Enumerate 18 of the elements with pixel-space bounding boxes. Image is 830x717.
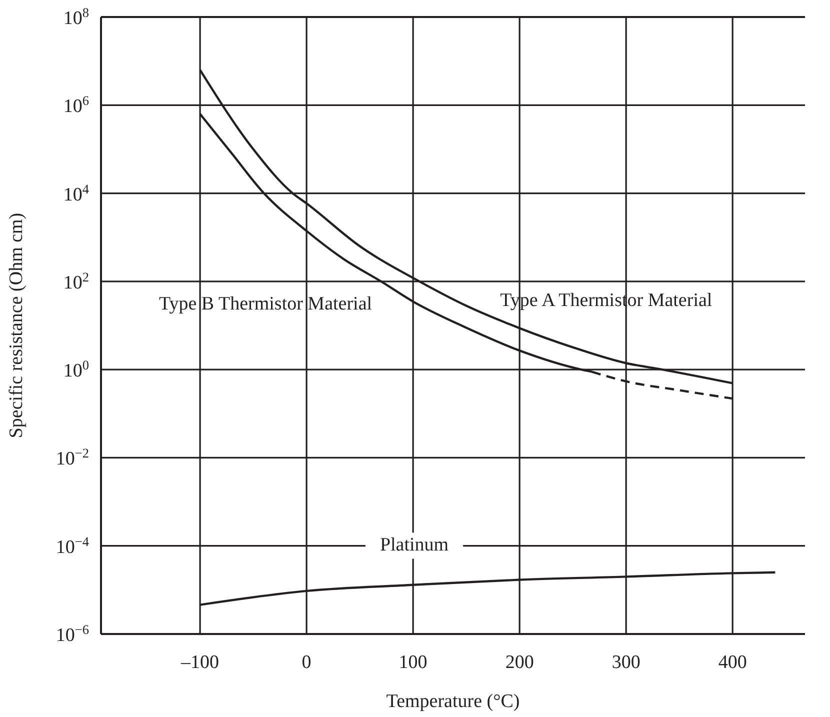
series-label: Platinum	[380, 534, 449, 556]
x-tick-label: 300	[612, 652, 640, 673]
x-tick-label: 200	[505, 652, 534, 673]
y-tick-label: 10$^{0}$	[63, 357, 90, 382]
y-tick-label: 10$^{8}$	[63, 4, 90, 29]
y-tick-label: 10$^{4}$	[63, 180, 90, 206]
x-tick-label: 0	[302, 652, 312, 673]
y-axis-title: Specific resistance (Ohm cm)	[6, 212, 27, 438]
x-tick-label: 100	[398, 652, 428, 673]
series-label: Type B Thermistor Material	[158, 293, 372, 314]
x-axis-title: Temperature (°C)	[386, 691, 520, 712]
x-tick-label: 400	[718, 652, 747, 673]
y-tick-label: 10$^{−6}$	[56, 622, 90, 646]
y-tick-label: 10$^{−4}$	[56, 533, 90, 558]
x-tick-label: –100	[180, 652, 220, 673]
y-tick-label: 10$^{−2}$	[56, 445, 89, 470]
y-tick-label: 10$^{2}$	[63, 268, 89, 294]
y-tick-label: 10$^{6}$	[63, 92, 90, 118]
